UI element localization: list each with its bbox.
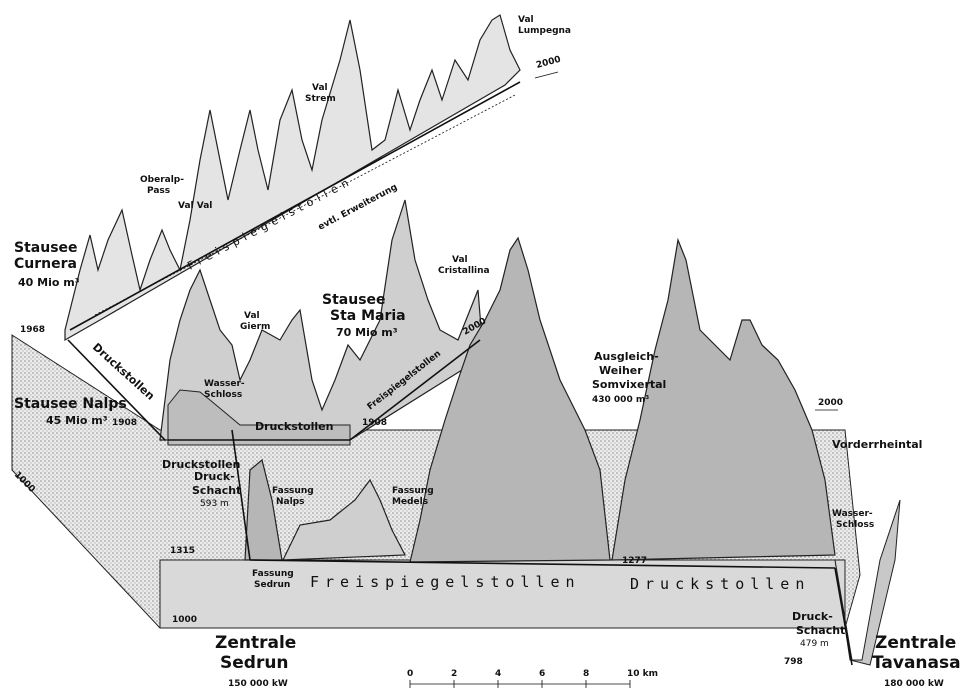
elev-1908-left: 1908 (112, 418, 137, 428)
label-wasserschloss-1b: Schloss (204, 390, 242, 400)
scale-tick-2: 2 (451, 669, 457, 679)
label-druckschacht-1a: Druck- (194, 470, 235, 483)
label-zentrale-tavanasa-2: Tavanasa (872, 653, 961, 673)
scale-tick-8: 8 (583, 669, 589, 679)
label-zentrale-sedrun-2: Sedrun (220, 653, 289, 673)
label-druckschacht-2-len: 479 m (800, 639, 829, 649)
scale-tick-10: 10 km (627, 669, 658, 679)
elev-1315: 1315 (170, 546, 195, 556)
label-weiher-volume: 430 000 m³ (592, 395, 649, 405)
label-ausgleich-1: Ausgleich- (594, 350, 659, 363)
label-wasserschloss-2a: Wasser- (832, 509, 873, 519)
druckstollen-diagonal (67, 339, 166, 441)
label-ausgleich-3: Somvixertal (592, 378, 666, 391)
elev-1277: 1277 (622, 556, 647, 566)
label-santa-maria-volume: 70 Mio m³ (336, 326, 398, 339)
vorderrheintal-valley (834, 499, 901, 666)
label-val-gierm-2: Gierm (240, 322, 270, 332)
label-fassung-sedrun-2: Sedrun (254, 580, 290, 590)
druckstollen-mid-block (167, 389, 351, 446)
label-freispiegel-bottom: Freispiegelstollen (310, 573, 581, 591)
label-sedrun-power: 150 000 kW (228, 679, 288, 689)
label-stausee-santa-maria-2: Sta Maria (330, 308, 406, 324)
label-oberalp-1: Oberalp- (140, 175, 184, 185)
elev-1908-right: 1908 (362, 418, 387, 428)
label-druckschacht-2b: Schacht (796, 624, 845, 637)
low-hills-2 (282, 478, 406, 561)
label-stausee-nalps: Stausee Nalps (14, 396, 127, 412)
label-val-cristallina-2: Cristallina (438, 266, 490, 276)
label-vorderrheintal: Vorderrheintal (832, 438, 922, 451)
label-val-lumpegna-1: Val (518, 15, 534, 25)
label-val-lumpegna-2: Lumpegna (518, 26, 571, 36)
label-oberalp-2: Pass (147, 186, 170, 196)
label-zentrale-sedrun-1: Zentrale (215, 633, 296, 653)
freispiegel-middle-line (349, 339, 481, 441)
scale-bar (409, 680, 631, 688)
label-fassung-nalps-2: Nalps (276, 497, 305, 507)
label-fassung-medels-1: Fassung (392, 486, 434, 496)
erweiterung-dashes (94, 94, 516, 316)
druckschacht-2-shaft (834, 567, 853, 666)
elev-1968: 1968 (20, 325, 45, 335)
label-druckstollen-bottom: Druckstollen (630, 575, 810, 593)
scale-tick-4: 4 (495, 669, 501, 679)
label-val-val: Val Val (178, 201, 212, 211)
label-druckstollen-left: Druckstollen (162, 458, 240, 471)
label-stausee-curnera-2: Curnera (14, 256, 77, 272)
upper-range-peaks (64, 14, 521, 342)
label-druckschacht-1-len: 593 m (200, 499, 229, 509)
label-val-strem-1: Val (312, 83, 328, 93)
label-curnera-volume: 40 Mio m³ (18, 276, 80, 289)
label-val-strem-2: Strem (305, 94, 336, 104)
label-druckschacht-2a: Druck- (792, 610, 833, 623)
elev-798: 798 (784, 657, 803, 667)
label-val-gierm-1: Val (244, 311, 260, 321)
elev-2000-right: 2000 (818, 398, 843, 408)
elev-1000-base: 1000 (172, 615, 197, 625)
label-druckschacht-1b: Schacht (192, 484, 241, 497)
label-zentrale-tavanasa-1: Zentrale (875, 633, 956, 653)
label-stausee-curnera-1: Stausee (14, 240, 78, 256)
label-ausgleich-2: Weiher (599, 364, 643, 377)
label-nalps-volume: 45 Mio m³ (46, 414, 108, 427)
scale-tick-6: 6 (539, 669, 545, 679)
druckschacht-1-shaft (231, 429, 251, 561)
scale-tick-0: 0 (407, 669, 413, 679)
label-tavanasa-power: 180 000 kW (884, 679, 944, 689)
main-range-peaks (409, 236, 611, 563)
main-range-peaks-2 (611, 237, 836, 561)
elevation-line-2000-upper (534, 71, 559, 79)
label-wasserschloss-1a: Wasser- (204, 379, 245, 389)
label-fassung-nalps-1: Fassung (272, 486, 314, 496)
label-druckstollen-mid: Druckstollen (255, 420, 333, 433)
freispiegel-bottom-tunnel (249, 559, 836, 569)
middle-range-peaks (159, 199, 483, 441)
label-wasserschloss-2b: Schloss (836, 520, 874, 530)
label-stausee-santa-maria-1: Stausee (322, 292, 386, 308)
elev-2000-upper: 2000 (535, 55, 562, 71)
label-val-cristallina-1: Val (452, 255, 468, 265)
label-fassung-medels-2: Medels (392, 497, 428, 507)
label-fassung-sedrun-1: Fassung (252, 569, 294, 579)
